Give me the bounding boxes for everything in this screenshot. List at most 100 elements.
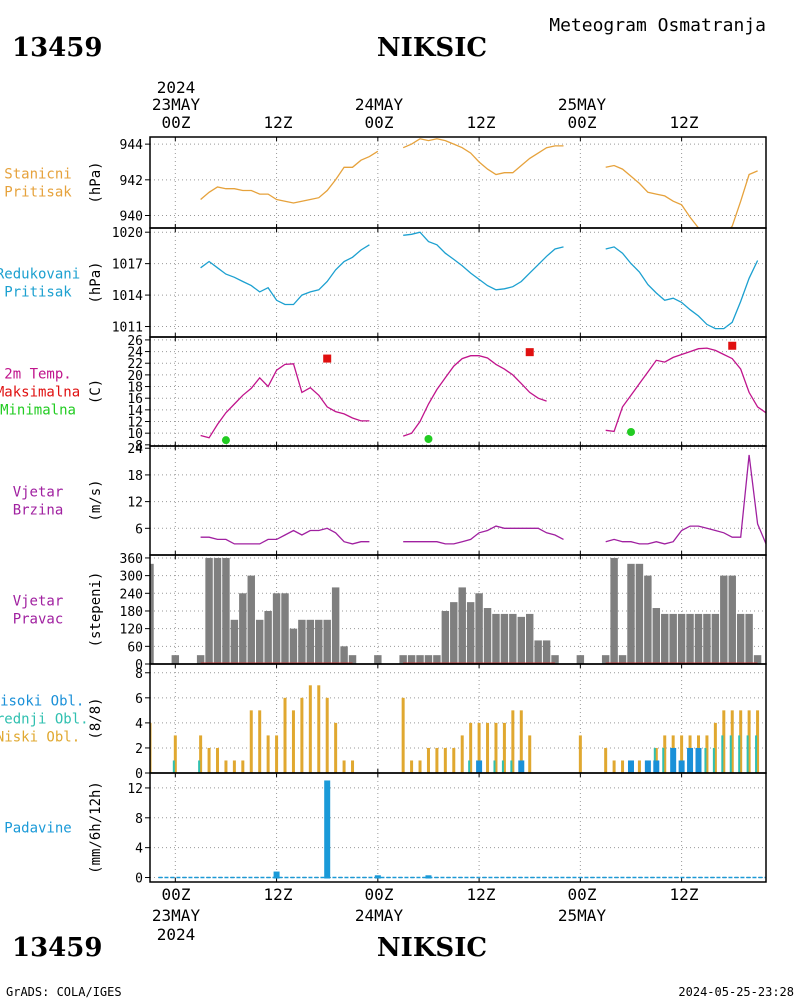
wind-direction-bar [340, 646, 348, 664]
wind-direction-bar [610, 557, 618, 664]
y-tick-label: 22 [127, 357, 143, 372]
low-cloud-bar [342, 760, 346, 773]
panel-label: Vjetar [13, 485, 64, 501]
precip-bar [273, 871, 280, 879]
wind-direction-bar [239, 593, 247, 664]
wind-direction-bar [298, 619, 306, 664]
panel-label: Redukovani [0, 267, 80, 283]
low-cloud-bar [410, 760, 414, 773]
panel-oblacnost: 0 2 4 6 8 (8/8)Visoki Obl. Srednji Obl. Niski O… [0, 663, 767, 782]
wind-direction-bar [627, 563, 635, 664]
panel-padavine: 0 4 8 12 (mm/6h/12h) Padavine [4, 772, 767, 887]
station-name-bottom: NIKSIC [377, 933, 487, 963]
plot-area [200, 231, 759, 330]
wind-direction-bar [753, 655, 762, 664]
wind-direction-bar [230, 619, 239, 664]
station-id-top: 13459 [12, 33, 102, 63]
wind-direction-bar [677, 613, 686, 664]
panel-label: Maksimalna [0, 385, 80, 401]
wind-direction-bar [281, 593, 289, 664]
panel-frame [149, 227, 767, 338]
low-cloud-bar [199, 735, 203, 773]
y-tick-label: 0 [135, 767, 143, 782]
wind-direction-bar [331, 587, 340, 664]
y-tick-label: 942 [120, 174, 143, 189]
mid-cloud-bar [662, 747, 665, 773]
low-cloud-bar [621, 760, 625, 773]
y-tick-label: 1014 [112, 289, 143, 304]
y-tick-label: 12 [127, 782, 143, 797]
wind-direction-bar [441, 610, 450, 664]
wind-direction-bar [500, 613, 509, 664]
wind-direction-bar [635, 563, 644, 664]
top-day-label-1: 23MAY [152, 95, 201, 114]
wind-direction-bar [517, 616, 526, 664]
y-tick-label: 180 [120, 605, 143, 620]
low-cloud-bar [730, 710, 734, 773]
wind-direction-bar [196, 655, 205, 664]
high-cloud-bar [476, 760, 483, 773]
mid-cloud-bar [148, 760, 150, 773]
wind-direction-bar [222, 557, 230, 664]
low-cloud-bar [739, 710, 743, 773]
wind-direction-bar [416, 655, 424, 664]
series-line [605, 347, 766, 433]
precip-bar [324, 780, 331, 879]
panel-frame [149, 336, 767, 447]
low-cloud-bar [460, 735, 464, 773]
y-tick-label: 2 [135, 742, 143, 757]
low-cloud-bar [426, 747, 430, 773]
wind-direction-bar [601, 655, 610, 664]
bottom-day-label-3: 25MAY [558, 906, 607, 925]
y-tick-label: 26 [127, 334, 143, 349]
t-min-marker [221, 436, 230, 445]
low-cloud-bar [249, 710, 253, 773]
mid-cloud-bar [721, 735, 724, 773]
low-cloud-bar [612, 760, 616, 773]
precip-bar [425, 875, 432, 879]
mid-cloud-bar [468, 760, 471, 773]
wind-direction-bar [534, 640, 542, 664]
low-cloud-bar [713, 722, 717, 773]
y-tick-label: 14 [127, 404, 143, 419]
top-hour-label-2: 12Z [264, 113, 293, 132]
low-cloud-bar [604, 747, 608, 773]
panel-label: Brzina [13, 503, 64, 519]
wind-direction-bar [374, 655, 382, 664]
low-cloud-bar [418, 760, 422, 773]
y-tick-label: 1017 [112, 258, 143, 273]
y-tick-label: 20 [127, 369, 143, 384]
mid-cloud-bar [198, 760, 201, 773]
y-tick-label: 18 [127, 381, 143, 396]
wind-direction-bar [255, 619, 264, 664]
low-cloud-bar [275, 735, 279, 773]
panel-label: Stanicni [4, 167, 71, 183]
y-tick-label: 940 [120, 210, 143, 225]
low-cloud-bar [578, 735, 582, 773]
low-cloud-bar [477, 722, 481, 773]
low-cloud-bar [325, 697, 329, 773]
wind-direction-bar [150, 563, 154, 664]
high-cloud-bar [644, 760, 651, 773]
series-line [402, 138, 564, 176]
mid-cloud-bar [712, 747, 715, 773]
low-cloud-bar [494, 722, 498, 773]
panel-vjetar-brzina: 6 12 18 24 (m/s) Vjetar Brzina [13, 442, 767, 556]
t-max-marker [728, 341, 737, 350]
series-line [605, 164, 758, 228]
y-axis-label: (C) [88, 379, 104, 404]
panel-label: Srednji Obl. [0, 712, 89, 728]
panel-redukovani-pritisak: 1011 1014 1017 1020 (hPa) Redukovani Pritisak [0, 226, 767, 338]
wind-direction-bar [551, 655, 559, 664]
low-cloud-bar [435, 747, 439, 773]
wind-direction-bar [323, 619, 331, 664]
y-tick-label: 6 [135, 692, 143, 707]
low-cloud-bar [351, 760, 355, 773]
wind-direction-bar [576, 655, 585, 664]
wind-direction-bar [272, 593, 281, 664]
low-cloud-bar [401, 697, 405, 773]
bottom-hour-label-2: 12Z [264, 885, 293, 904]
low-cloud-bar [469, 722, 473, 773]
product-title: Meteogram Osmatranja [549, 15, 766, 36]
wind-direction-bar [711, 613, 720, 664]
